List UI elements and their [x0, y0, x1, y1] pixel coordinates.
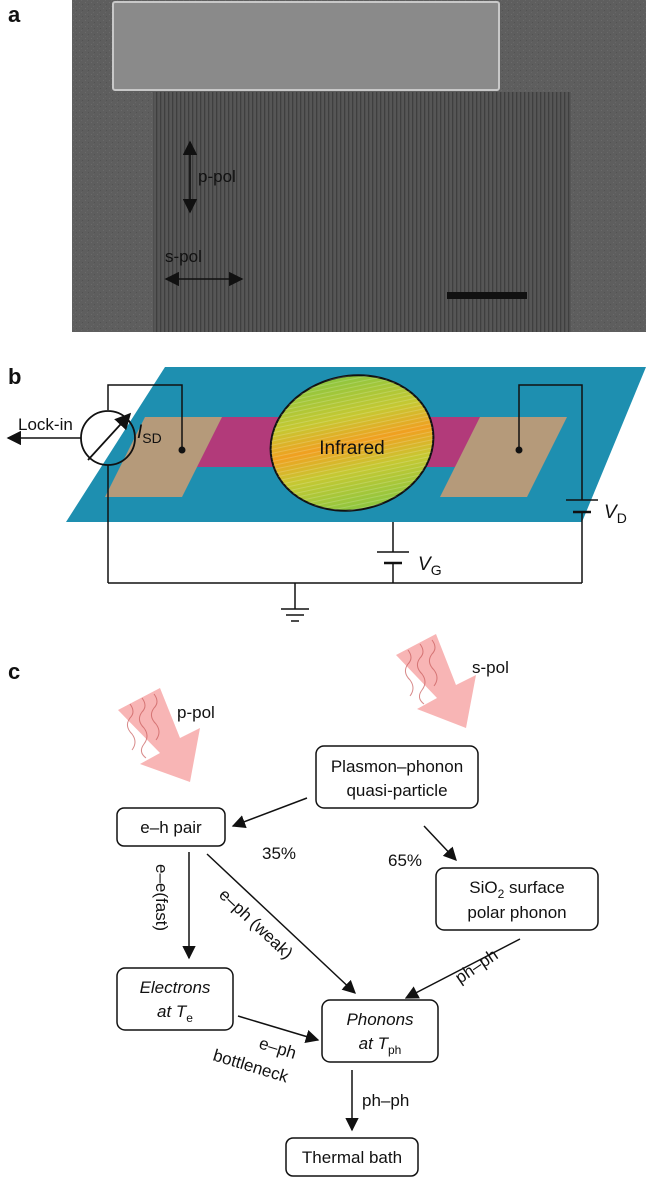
infrared-label: Infrared: [319, 438, 384, 459]
source-node: [178, 446, 186, 454]
electrons-box: [116, 967, 234, 1031]
pct35-label: 35%: [262, 844, 296, 863]
arrow-electrons-to-phonons: [237, 1015, 320, 1043]
sem-electrode-pad: [112, 1, 500, 91]
sio2-line2: polar phonon: [467, 903, 566, 922]
phonons-line1: Phonons: [346, 1010, 414, 1029]
arrow-plasmon-to-eh: [231, 797, 308, 829]
ammeter-variable-arrow: [87, 412, 132, 461]
eph-weak-label: e–ph (weak): [215, 885, 296, 963]
panel-c-letter: c: [8, 659, 20, 684]
plasmon-line1: Plasmon–phonon: [331, 757, 463, 776]
vg-label: VG: [418, 554, 442, 578]
s-pol-label: s-pol: [165, 247, 202, 266]
vd-label: VD: [604, 502, 627, 526]
panel-a-letter: a: [8, 2, 21, 27]
p-pol-light-label: p-pol: [177, 703, 215, 722]
plasmon-phonon-box: [315, 745, 479, 809]
eh-pair-box: [116, 807, 226, 847]
arrow-sio2-to-phonons: [404, 938, 521, 999]
panel-b: b Infrared ISD Lock-in VD VG: [6, 364, 646, 622]
thermal-bath-box: [285, 1137, 419, 1177]
sio2-line1: SiO2 surface: [469, 878, 565, 901]
eph-bottleneck-line1: e–ph: [257, 1034, 299, 1063]
scale-bar: [447, 292, 527, 299]
s-pol-light-arrow-icon: [396, 634, 476, 728]
p-pol-label: p-pol: [198, 167, 236, 186]
source-contact: [105, 417, 222, 497]
infrared-spot-texture: [270, 375, 434, 511]
source-wire: [107, 384, 183, 450]
ee-fast-label: e–e(fast): [152, 864, 171, 931]
lockin-label: Lock-in: [18, 415, 73, 434]
p-pol-light-arrow-icon: [118, 688, 200, 782]
electrons-line1: Electrons: [140, 978, 211, 997]
isd-label: ISD: [137, 422, 162, 446]
drain-contact: [440, 417, 567, 497]
panel-a: a p-pol s-pol: [8, 0, 646, 332]
arrow-eh-to-phonons: [206, 853, 356, 994]
phph-right-label: ph–ph: [452, 945, 502, 987]
plasmon-line2: quasi-particle: [346, 781, 447, 800]
panel-c: c s-pol p-pol Plasmon–phonon quasi-parti…: [8, 634, 599, 1177]
pct65-label: 65%: [388, 851, 422, 870]
panel-b-letter: b: [8, 364, 21, 389]
drain-wire: [518, 384, 583, 500]
sio2-phonon-box: [435, 867, 599, 931]
arrow-plasmon-to-sio2: [423, 825, 457, 861]
eh-pair-label: e–h pair: [140, 818, 202, 837]
s-pol-light-label: s-pol: [472, 658, 509, 677]
phonons-box: [321, 999, 439, 1063]
electrons-line2: at Te: [157, 1002, 193, 1025]
drain-node: [515, 446, 523, 454]
thermal-bath-label: Thermal bath: [302, 1148, 402, 1167]
phonons-line2: at Tph: [359, 1034, 402, 1057]
phph-down-label: ph–ph: [362, 1091, 409, 1110]
